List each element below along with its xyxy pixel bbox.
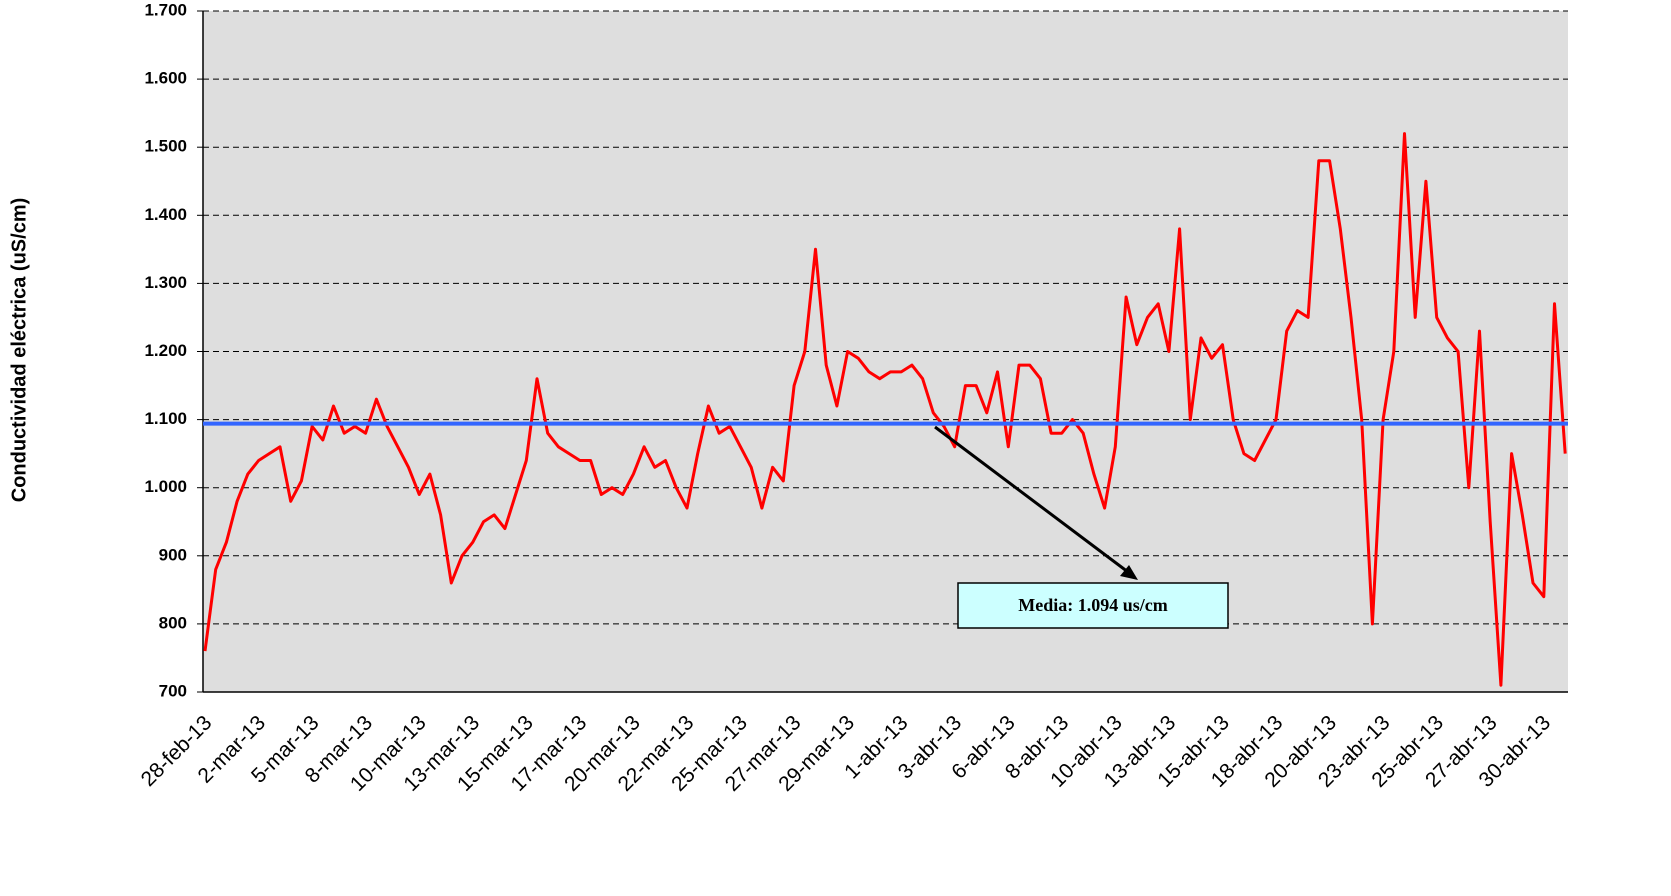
y-tick-label: 700 bbox=[159, 681, 187, 700]
annotation-box bbox=[957, 582, 1229, 629]
arrow-head bbox=[1120, 565, 1138, 580]
y-axis-title: Conductividad eléctrica (uS/cm) bbox=[8, 198, 30, 503]
y-tick-label: 1.000 bbox=[144, 477, 187, 496]
y-tick-label: 800 bbox=[159, 613, 187, 632]
y-tick-label: 1.600 bbox=[144, 69, 187, 88]
y-tick-label: 1.700 bbox=[144, 0, 187, 19]
y-tick-label: 900 bbox=[159, 545, 187, 564]
annotation-arrow bbox=[934, 425, 1129, 574]
y-tick-label: 1.300 bbox=[144, 273, 187, 292]
y-tick-label: 1.400 bbox=[144, 205, 187, 224]
y-tick-label: 1.200 bbox=[144, 341, 187, 360]
y-tick-label: 1.100 bbox=[144, 409, 187, 428]
annotation-text: Media: 1.094 us/cm bbox=[1018, 595, 1167, 615]
y-tick-label: 1.500 bbox=[144, 137, 187, 156]
data-line bbox=[203, 132, 1567, 687]
